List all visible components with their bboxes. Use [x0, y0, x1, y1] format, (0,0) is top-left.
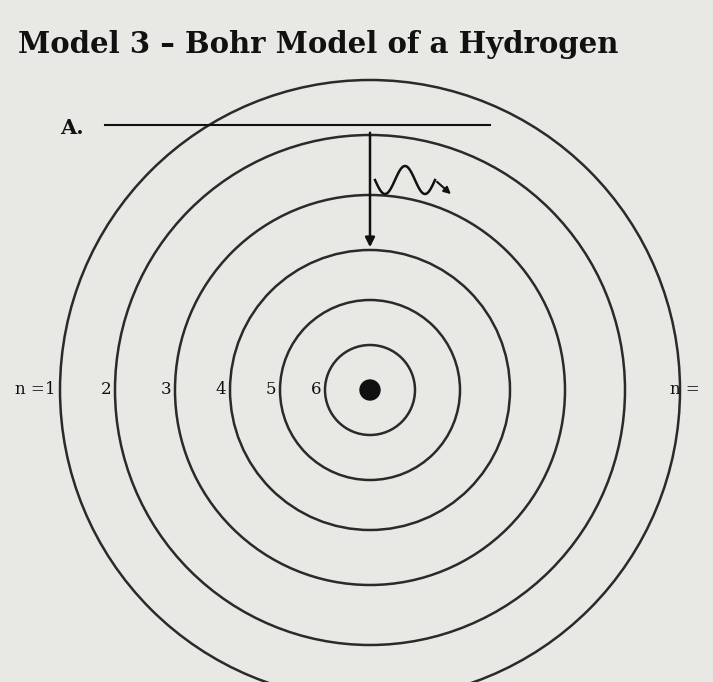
Text: Model 3 – Bohr Model of a Hydrogen: Model 3 – Bohr Model of a Hydrogen — [18, 30, 618, 59]
Text: 1: 1 — [46, 381, 56, 398]
Text: 5: 5 — [265, 381, 276, 398]
Text: 4: 4 — [215, 381, 226, 398]
Text: n =: n = — [15, 381, 45, 398]
Text: A.: A. — [60, 118, 83, 138]
Circle shape — [360, 380, 380, 400]
Text: 2: 2 — [101, 381, 111, 398]
Text: 3: 3 — [160, 381, 171, 398]
Text: 6: 6 — [310, 381, 321, 398]
Text: n =: n = — [670, 381, 700, 398]
